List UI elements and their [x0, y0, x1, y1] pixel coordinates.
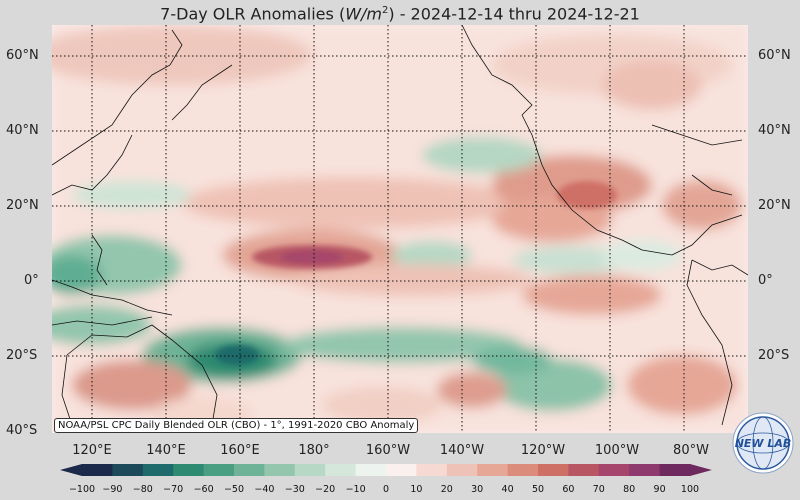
- colorbar-tick-label: 100: [680, 484, 700, 495]
- colorbar-tick-label: −90: [102, 484, 123, 495]
- lon-label: 140°E: [146, 443, 186, 458]
- colorbar-tick-label: −50: [223, 484, 245, 495]
- colorbar-segment: [173, 464, 205, 476]
- lat-label-left: 20°S: [6, 348, 38, 363]
- lat-label-left: 0°: [24, 273, 39, 288]
- colorbar-segment: [659, 464, 691, 476]
- colorbar-tick-label: 60: [562, 484, 575, 495]
- coastlines: [52, 25, 748, 426]
- lon-label: 120°E: [72, 443, 112, 458]
- lat-label-left: 40°N: [6, 123, 39, 138]
- colorbar-extend-low: [60, 464, 82, 476]
- lon-label: 180°: [298, 443, 330, 458]
- colorbar-tick-label: 20: [440, 484, 453, 495]
- noaa-psl-logo: NEW LAB: [732, 412, 794, 474]
- lon-label: 160°W: [365, 443, 411, 458]
- data-attribution: NOAA/PSL CPC Daily Blended OLR (CBO) - 1…: [54, 418, 419, 433]
- logo-text: NEW LAB: [735, 437, 792, 450]
- colorbar-tick-label: −70: [163, 484, 184, 495]
- colorbar-segment: [294, 464, 326, 476]
- lon-label: 160°E: [220, 443, 260, 458]
- colorbar-extend-high: [690, 464, 712, 476]
- colorbar-segment: [568, 464, 600, 476]
- map-title: 7-Day OLR Anomalies (W/m2) - 2024-12-14 …: [160, 4, 640, 24]
- colorbar-segment: [325, 464, 357, 476]
- lon-label: 120°W: [520, 443, 566, 458]
- colorbar-segment: [112, 464, 144, 476]
- olr-anomaly-map: [52, 25, 748, 433]
- colorbar-tick-label: 10: [410, 484, 423, 495]
- colorbar-segment: [598, 464, 630, 476]
- colorbar-segment: [264, 464, 296, 476]
- lat-label-right: 0°: [758, 273, 773, 288]
- lat-label-left: 20°N: [6, 198, 39, 213]
- colorbar-tick-label: 70: [592, 484, 605, 495]
- colorbar-tick-label: 80: [623, 484, 636, 495]
- colorbar-tick-label: −40: [254, 484, 275, 495]
- lat-label-left: 40°S: [6, 423, 38, 438]
- lat-label-right: 20°N: [758, 198, 791, 213]
- colorbar-segment: [446, 464, 478, 476]
- anomaly-core: [215, 181, 617, 365]
- colorbar-tick-label: 50: [531, 484, 545, 495]
- colorbar-segment: [477, 464, 509, 476]
- colorbar-segment: [82, 464, 113, 476]
- colorbar-segment: [203, 464, 235, 476]
- lat-label-right: 20°S: [758, 348, 790, 363]
- lat-label-right: 40°N: [758, 123, 791, 138]
- colorbar-segment: [386, 464, 417, 476]
- colorbar-tick-label: 90: [653, 484, 666, 495]
- colorbar-segment: [355, 464, 387, 476]
- colorbar-tick-label: −10: [345, 484, 366, 495]
- anomaly-field: [52, 25, 748, 433]
- colorbar-segment: [234, 464, 265, 476]
- colorbar-segment: [416, 464, 448, 476]
- lat-label-left: 60°N: [6, 48, 39, 63]
- graticule: [52, 25, 748, 433]
- colorbar-tick-label: −100: [68, 484, 96, 495]
- lon-label: 100°W: [594, 443, 640, 458]
- colorbar-tick-label: −60: [193, 484, 214, 495]
- lat-label-right: 60°N: [758, 48, 791, 63]
- colorbar-tick-label: 0: [382, 484, 390, 495]
- colorbar-tick-label: 40: [501, 484, 514, 495]
- colorbar-tick-label: 30: [471, 484, 484, 495]
- colorbar-segment: [142, 464, 174, 476]
- lon-label: 140°W: [439, 443, 485, 458]
- colorbar-tick-label: −80: [132, 484, 153, 495]
- colorbar-tick-label: −20: [315, 484, 336, 495]
- colorbar-segment: [538, 464, 569, 476]
- colorbar: [60, 464, 712, 476]
- colorbar-tick-label: −30: [284, 484, 305, 495]
- colorbar-segment: [629, 464, 661, 476]
- lon-label: 80°W: [673, 443, 709, 458]
- colorbar-segment: [507, 464, 539, 476]
